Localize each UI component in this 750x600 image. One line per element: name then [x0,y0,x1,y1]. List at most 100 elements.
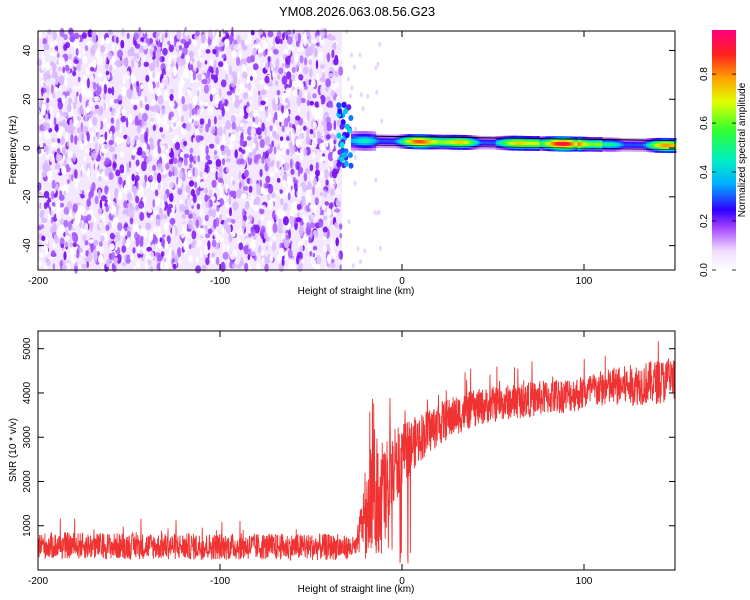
noise-speckle [127,192,133,201]
noise-speckle [109,200,116,209]
ridge-cell [604,143,609,147]
noise-speckle [64,235,71,242]
noise-speckle [225,224,232,234]
noise-speckle [137,90,142,97]
noise-speckle [201,33,206,44]
ridge-cell [468,140,472,145]
noise-speckle [219,236,224,243]
ridge-cell [359,138,363,143]
ridge-cell [514,141,519,145]
noise-speckle [187,90,193,98]
noise-speckle [286,185,291,194]
noise-speckle [220,144,226,151]
sparse-speckle [347,219,351,225]
snr-x-axis-label: Height of straight line (km) [298,584,415,595]
noise-speckle [109,243,115,251]
noise-speckle [236,158,242,165]
ridge-cell [370,139,374,144]
noise-speckle [204,187,209,194]
noise-speckle [194,167,199,178]
noise-speckle [154,210,159,216]
noise-speckle [298,225,304,236]
noise-speckle [41,235,46,242]
ridge-cell [550,142,554,146]
noise-speckle [73,59,80,65]
noise-speckle [286,36,293,45]
noise-speckle [160,145,166,151]
noise-speckle [248,233,252,238]
noise-speckle [201,103,205,111]
ridge-cell [413,139,418,144]
ridge-cell [599,142,603,147]
noise-speckle [188,213,193,219]
noise-speckle [229,207,232,217]
noise-speckle [163,122,170,132]
noise-speckle [276,160,280,169]
noise-speckle [40,94,44,102]
noise-speckle [126,135,131,145]
noise-speckle [241,149,246,155]
noise-speckle [104,63,109,70]
noise-speckle [243,185,249,191]
noise-speckle [221,97,225,104]
snr-line [38,341,675,564]
noise-speckle [327,100,333,107]
noise-speckle [281,125,285,133]
noise-speckle [237,70,240,80]
noise-speckle [58,84,62,91]
ridge-cell [397,140,401,143]
noise-speckle [169,93,174,101]
noise-speckle [169,217,176,225]
noise-speckle [74,214,81,225]
noise-speckle [98,144,102,151]
ridge-cell [643,143,647,147]
noise-speckle [275,96,279,105]
noise-speckle [229,143,234,149]
noise-speckle [286,176,292,185]
noise-speckle [128,161,132,169]
noise-speckle [185,122,192,132]
noise-speckle [231,71,238,79]
noise-speckle [198,217,202,227]
noise-speckle [74,135,78,145]
ridge-cell [539,142,543,146]
noise-speckle [281,258,285,267]
noise-speckle [119,123,123,134]
noise-speckle [81,263,87,269]
noise-speckle [311,39,318,44]
y-tick-label: 5000 [22,337,33,360]
noise-speckle [124,222,128,228]
noise-speckle [216,205,220,212]
noise-speckle [173,38,177,47]
noise-speckle [278,247,285,257]
noise-speckle [199,249,203,258]
noise-speckle [290,74,295,82]
noise-speckle [261,36,266,43]
noise-speckle [107,29,113,36]
noise-speckle [314,263,321,274]
noise-speckle [214,59,217,68]
noise-speckle [231,219,236,224]
noise-speckle [181,46,188,56]
noise-speckle [93,136,96,142]
noise-speckle [70,103,74,114]
noise-speckle [85,89,92,99]
noise-speckle [141,161,147,172]
ridge-cell [637,143,641,147]
noise-speckle [115,36,119,44]
noise-speckle [171,116,177,122]
noise-speckle [86,261,89,269]
noise-speckle [117,94,123,101]
noise-speckle [152,124,156,132]
noise-speckle [187,193,191,201]
noise-speckle [101,148,107,154]
noise-speckle [51,142,58,148]
ridge-cell [452,140,456,144]
noise-speckle [153,236,158,245]
noise-speckle [72,70,77,77]
sparse-speckle [374,177,378,183]
ridge-cell [651,143,655,147]
noise-speckle [226,167,229,173]
noise-speckle [126,230,132,237]
noise-speckle [264,75,270,84]
